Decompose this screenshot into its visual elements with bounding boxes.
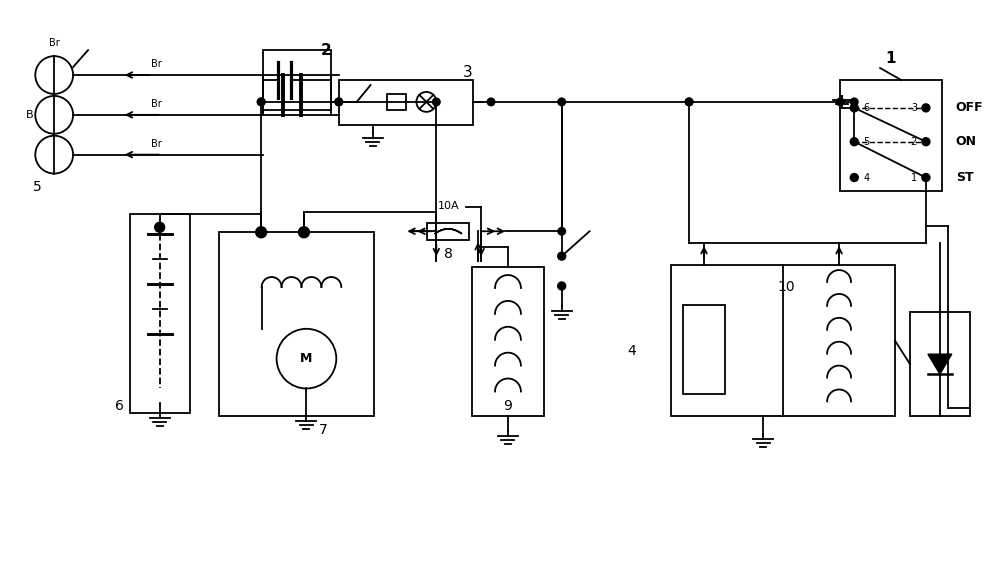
Text: 3: 3 — [911, 103, 917, 113]
Text: 1: 1 — [911, 172, 917, 183]
Text: 3: 3 — [463, 64, 473, 80]
Text: 5: 5 — [33, 180, 42, 195]
Circle shape — [685, 98, 693, 106]
Circle shape — [850, 174, 858, 182]
Bar — [472, 267, 544, 417]
Bar — [840, 80, 942, 191]
Bar — [683, 305, 725, 394]
Circle shape — [256, 227, 267, 238]
Bar — [339, 80, 473, 125]
Circle shape — [837, 98, 844, 106]
Text: Br: Br — [151, 139, 162, 149]
Circle shape — [922, 104, 930, 112]
Polygon shape — [928, 354, 952, 374]
Text: 6: 6 — [863, 103, 869, 113]
Circle shape — [433, 98, 440, 106]
Circle shape — [850, 104, 858, 112]
Text: Br: Br — [151, 99, 162, 109]
Circle shape — [558, 98, 565, 106]
Circle shape — [850, 138, 858, 146]
Text: B: B — [25, 110, 33, 120]
Text: ON: ON — [956, 135, 977, 148]
Circle shape — [257, 98, 265, 106]
Circle shape — [922, 174, 930, 182]
Circle shape — [257, 98, 265, 106]
Text: 4: 4 — [627, 344, 636, 358]
Bar — [671, 265, 895, 417]
Bar — [263, 50, 331, 110]
Text: OFF: OFF — [956, 101, 983, 114]
Text: 5: 5 — [863, 137, 869, 147]
Text: ST: ST — [956, 171, 973, 184]
Circle shape — [922, 138, 930, 146]
Circle shape — [335, 98, 343, 106]
Bar — [387, 94, 406, 110]
Text: 9: 9 — [504, 399, 512, 414]
Circle shape — [685, 98, 693, 106]
Text: 4: 4 — [863, 172, 869, 183]
Text: 8: 8 — [444, 247, 453, 261]
Circle shape — [155, 222, 165, 232]
Text: 1: 1 — [885, 51, 895, 65]
Text: 2: 2 — [911, 137, 917, 147]
Bar — [219, 232, 374, 417]
Circle shape — [487, 98, 495, 106]
Bar — [910, 312, 970, 417]
Text: Br: Br — [151, 59, 162, 69]
Text: Br: Br — [49, 38, 60, 48]
Circle shape — [298, 227, 309, 238]
Text: 6: 6 — [115, 399, 124, 414]
Text: 10A: 10A — [437, 201, 459, 211]
Circle shape — [558, 252, 566, 260]
Circle shape — [558, 282, 566, 290]
Text: M: M — [300, 352, 313, 365]
Text: 2: 2 — [320, 43, 331, 57]
Text: 7: 7 — [318, 423, 327, 438]
Text: 10: 10 — [778, 280, 795, 294]
Circle shape — [335, 98, 343, 106]
Circle shape — [558, 228, 565, 235]
Bar — [427, 223, 469, 240]
Bar — [130, 215, 190, 413]
Circle shape — [850, 98, 858, 106]
